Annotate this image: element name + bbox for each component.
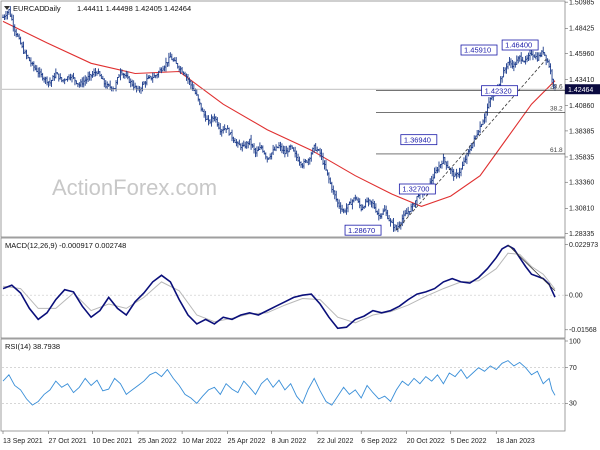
y-tick-label: 1.38385 [569, 128, 594, 135]
last-price-badge [565, 84, 600, 95]
x-tick-label: 13 Sep 2021 [3, 438, 43, 445]
y-tick-label: 1.30810 [569, 206, 594, 213]
price-annotation-box [344, 224, 382, 236]
price-annotation-label: 1.42320 [485, 86, 512, 95]
y-tick-label: 1.43410 [569, 77, 594, 84]
x-tick-label: 18 Jan 2023 [496, 438, 535, 445]
x-tick-label: 22 Jul 2022 [317, 438, 353, 445]
x-tick-label: 25 Apr 2022 [228, 438, 266, 445]
x-tick-label: 25 Jan 2022 [138, 438, 177, 445]
macd-signal-line [2, 252, 556, 324]
y-tick-label: 1.40860 [569, 103, 594, 110]
macd-header: MACD(12,26,9) -0.000917 0.002748 [5, 241, 126, 250]
moving-average-line [2, 20, 556, 207]
macd-y-tick-label: -0.01568 [569, 327, 597, 334]
rsi-y-tick-label: 100 [569, 338, 581, 345]
price-annotation-box [400, 134, 438, 146]
watermark: ActionForex.com [52, 175, 217, 200]
main-panel-frame [0, 0, 566, 238]
price-annotation-box [481, 85, 518, 97]
rsi-line [2, 360, 556, 406]
price-annotation-label: 1.45910 [464, 46, 491, 55]
x-tick-label: 10 Dec 2021 [93, 438, 133, 445]
y-tick-label: 1.28335 [569, 231, 594, 238]
rsi-header: RSI(14) 38.7938 [5, 342, 60, 351]
y-tick-label: 1.35835 [569, 154, 594, 161]
y-tick-label: 1.33360 [569, 180, 594, 187]
symbol-label: EURCAD [13, 4, 45, 13]
x-tick-label: 27 Oct 2021 [49, 438, 87, 445]
price-annotation-label: 1.46400 [505, 41, 532, 50]
rsi-y-tick-label: 70 [569, 365, 577, 372]
rsi-y-tick-label: 30 [569, 401, 577, 408]
y-tick-label: 1.48425 [569, 26, 594, 33]
x-tick-label: 10 Mar 2022 [182, 438, 221, 445]
price-annotation-label: 1.32700 [402, 185, 429, 194]
rsi-panel-frame [0, 338, 566, 432]
macd-panel-frame [0, 237, 566, 339]
y-tick-label: 1.50985 [569, 0, 594, 7]
last-price-label: 1.42464 [568, 87, 593, 94]
fib-level-label: 61.8 [550, 147, 563, 154]
macd-line [2, 244, 556, 330]
dropdown-triangle-icon[interactable] [4, 6, 10, 10]
price-annotation-box [460, 44, 498, 56]
x-tick-label: 5 Dec 2022 [451, 438, 487, 445]
fib-level-label: 38.2 [550, 106, 563, 113]
trendline [396, 58, 547, 231]
x-tick-label: 6 Sep 2022 [361, 438, 397, 445]
x-tick-label: 8 Jun 2022 [272, 438, 307, 445]
macd-y-tick-label: 0.00 [569, 293, 583, 300]
price-annotation-label: 1.28670 [348, 226, 375, 235]
timeframe-label: Daily [44, 4, 61, 13]
price-annotation-label: 1.36940 [404, 135, 431, 144]
main-header: EURCAD Daily 1.44411 1.44498 1.42405 1.4… [4, 4, 191, 13]
ohlc-values: 1.44411 1.44498 1.42405 1.42464 [77, 4, 191, 13]
x-tick-label: 20 Oct 2022 [407, 438, 445, 445]
y-tick-label: 1.45960 [569, 51, 594, 58]
price-annotation-box [398, 183, 436, 195]
fib-level-label: 23.6 [550, 84, 563, 91]
macd-y-tick-label: 0.022973 [569, 242, 598, 249]
macd-trendline [507, 244, 556, 292]
price-annotation-box [501, 39, 539, 51]
